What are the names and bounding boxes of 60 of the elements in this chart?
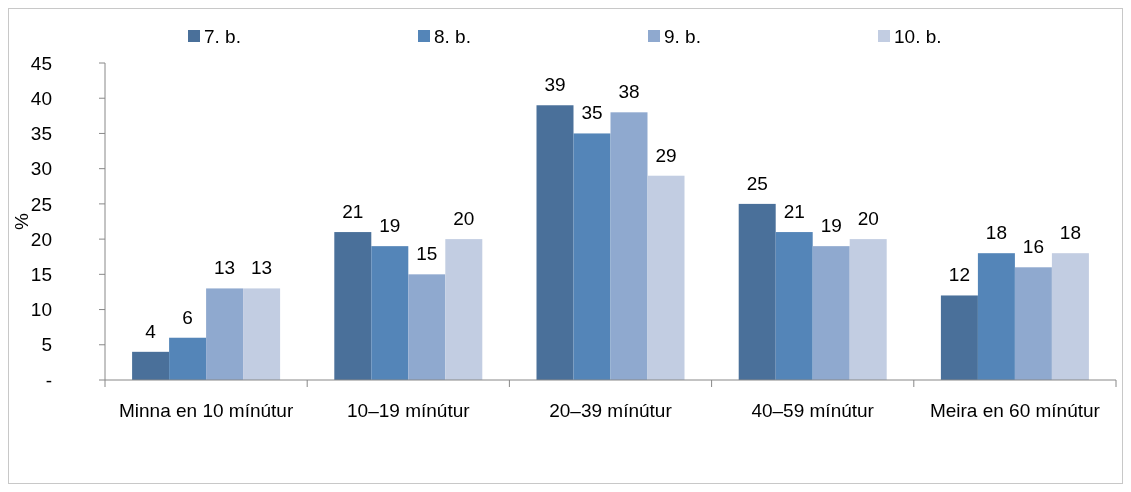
bar [408, 274, 446, 380]
bar [169, 337, 207, 380]
data-label: 18 [1059, 222, 1081, 244]
y-tick-label: 15 [30, 263, 52, 285]
bar [647, 175, 685, 380]
x-tick-label: 20–39 mínútur [549, 400, 673, 421]
data-label: 21 [783, 201, 805, 223]
data-label: 15 [416, 243, 438, 265]
legend-label: 7. b. [204, 25, 241, 47]
bar [334, 232, 372, 380]
y-tick-label: 20 [30, 228, 52, 250]
bar [371, 246, 409, 380]
data-label: 19 [379, 215, 401, 237]
y-axis-title: % [11, 212, 32, 230]
y-tick-label: 10 [30, 299, 52, 321]
bar [206, 288, 244, 380]
bar [1051, 253, 1089, 380]
bar [775, 232, 813, 380]
bar [940, 295, 978, 380]
data-label: 16 [1022, 236, 1044, 258]
y-tick-label: 45 [30, 52, 52, 74]
x-tick-label: 40–59 mínútur [751, 400, 875, 421]
data-label: 13 [251, 257, 273, 279]
y-tick-label: 40 [30, 87, 52, 109]
data-label: 39 [544, 74, 566, 96]
bar [573, 133, 611, 380]
bar [1014, 267, 1052, 380]
data-label: 20 [453, 208, 475, 230]
x-tick-label: 10–19 mínútur [347, 400, 471, 421]
bar [738, 203, 776, 380]
data-label: 4 [145, 320, 157, 342]
y-tick-label: 30 [30, 158, 52, 180]
bar [812, 246, 850, 380]
x-tick-label: Meira en 60 mínútur [929, 400, 1101, 421]
x-tick-label: Minna en 10 mínútur [118, 400, 294, 421]
legend-label: 10. b. [894, 25, 942, 47]
legend-label: 9. b. [664, 25, 701, 47]
data-label: 6 [182, 306, 193, 328]
data-label: 35 [581, 102, 603, 124]
y-tick-label: 35 [30, 123, 52, 145]
y-tick-label: - [45, 369, 52, 391]
bar [849, 239, 887, 380]
y-tick-label: 25 [30, 193, 52, 215]
bar [977, 253, 1015, 380]
data-label: 19 [820, 215, 842, 237]
bar [536, 105, 574, 380]
bar [610, 112, 648, 380]
data-label: 18 [985, 222, 1007, 244]
bar [132, 351, 170, 380]
bar [243, 288, 281, 380]
data-label: 20 [857, 208, 879, 230]
data-label: 29 [655, 144, 677, 166]
y-tick-label: 5 [41, 334, 52, 356]
data-label: 25 [746, 172, 768, 194]
data-label: 13 [214, 257, 236, 279]
data-label: 21 [342, 201, 364, 223]
bar [445, 239, 483, 380]
data-label: 38 [618, 81, 640, 103]
data-label: 12 [948, 264, 970, 286]
legend-label: 8. b. [434, 25, 471, 47]
